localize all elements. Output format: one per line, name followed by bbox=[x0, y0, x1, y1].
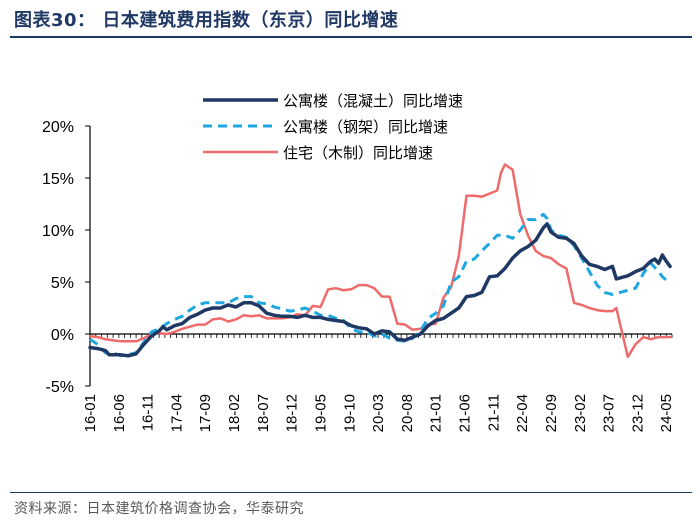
legend-label-wood: 住宅（木制）同比增速 bbox=[283, 144, 433, 162]
source-divider bbox=[10, 492, 692, 493]
legend-label-steel: 公寓楼（钢架）同比增速 bbox=[283, 118, 448, 136]
series-line-rc bbox=[88, 222, 672, 358]
y-tick-label: 15% bbox=[42, 171, 74, 188]
x-tick-label: 20-03 bbox=[370, 394, 387, 432]
y-tick-label: -5% bbox=[46, 379, 74, 396]
legend-label-rc: 公寓楼（混凝土）同比增速 bbox=[283, 92, 463, 110]
x-tick-label: 16-06 bbox=[111, 394, 128, 432]
x-tick-label: 16-01 bbox=[82, 394, 99, 432]
series-line-wood bbox=[88, 163, 672, 359]
x-axis-ticks: 16-01 16-06 16-11 17-04 17-09 18-02 18-07 18-12… bbox=[82, 334, 675, 432]
x-tick-label: 18-12 bbox=[284, 394, 301, 432]
x-tick-label: 23-12 bbox=[629, 394, 646, 432]
x-tick-label: 21-01 bbox=[428, 394, 445, 432]
title-divider bbox=[10, 36, 692, 38]
figure-title: 图表30： 日本建筑费用指数（东京）同比增速 bbox=[14, 10, 399, 31]
x-tick-label: 16-11 bbox=[140, 394, 157, 431]
x-tick-label: 18-02 bbox=[226, 394, 243, 432]
x-tick-label: 19-10 bbox=[341, 394, 358, 432]
x-tick-label: 19-05 bbox=[312, 394, 329, 432]
x-tick-label: 21-11 bbox=[485, 394, 502, 431]
x-tick-label: 22-09 bbox=[543, 394, 560, 432]
y-tick-label: 0% bbox=[51, 327, 74, 344]
x-tick-label: 18-07 bbox=[255, 394, 272, 432]
x-tick-label: 20-08 bbox=[399, 394, 416, 432]
y-tick-label: 5% bbox=[51, 275, 74, 292]
chart: 公寓楼（混凝土）同比增速 公寓楼（钢架）同比增速 住宅（木制）同比增速 -5% 0… bbox=[42, 92, 675, 432]
y-tick-label: 10% bbox=[42, 223, 74, 240]
x-tick-label: 22-04 bbox=[514, 394, 531, 432]
x-tick-label: 23-02 bbox=[572, 394, 589, 432]
y-tick-label: 20% bbox=[42, 119, 74, 136]
y-axis-ticks: -5% 0% 5% 10% 15% 20% bbox=[42, 119, 90, 396]
series-lines bbox=[88, 163, 672, 359]
x-tick-label: 23-07 bbox=[601, 394, 618, 432]
x-tick-label: 21-06 bbox=[457, 394, 474, 432]
legend: 公寓楼（混凝土）同比增速 公寓楼（钢架）同比增速 住宅（木制）同比增速 bbox=[203, 92, 463, 162]
x-tick-label: 17-04 bbox=[168, 394, 185, 432]
x-tick-label: 17-09 bbox=[197, 394, 214, 432]
source-note: 资料来源：日本建筑价格调查协会，华泰研究 bbox=[14, 501, 304, 517]
axes bbox=[89, 126, 672, 386]
x-tick-label: 24-05 bbox=[658, 394, 675, 432]
